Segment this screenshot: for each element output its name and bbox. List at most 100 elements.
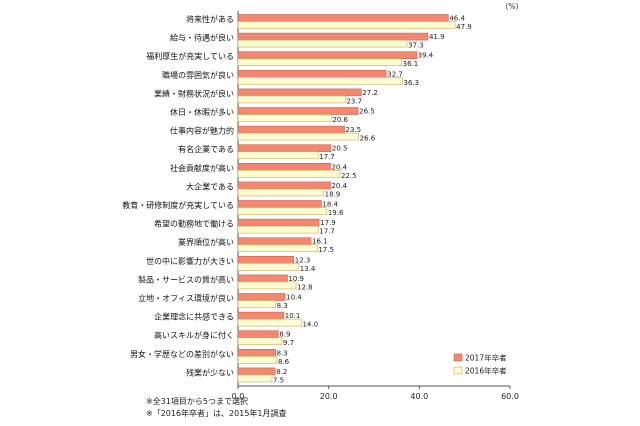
- value-label-2016: 9.7: [283, 339, 294, 347]
- x-tick-label: 20.0: [320, 392, 338, 401]
- category-label: 社会貢献度が高い: [170, 163, 234, 173]
- value-label-2017: 46.4: [449, 15, 465, 23]
- footnote-2: ※「2016年卒者」は、2015年1月調査: [146, 409, 287, 418]
- bar-2016: [237, 21, 456, 29]
- value-label-2017: 16.1: [312, 238, 328, 246]
- category-label: 休日・休暇が多い: [170, 107, 234, 117]
- x-tick-label: 60.0: [501, 392, 519, 401]
- bar-2016: [237, 95, 346, 104]
- value-label-2017: 8.2: [276, 368, 287, 376]
- legend-label: 2017年卒者: [465, 353, 507, 363]
- bar-2016: [237, 374, 273, 383]
- value-label-2017: 10.1: [285, 312, 301, 320]
- value-label-2016: 7.5: [273, 376, 284, 384]
- bar-2017: [237, 237, 312, 245]
- value-label-2017: 17.9: [320, 219, 336, 227]
- category-label: 男女・学歴などの差別がない: [130, 349, 234, 359]
- value-label-2017: 12.3: [295, 256, 311, 264]
- value-label-2016: 20.6: [332, 116, 348, 124]
- value-label-2017: 20.4: [331, 182, 347, 190]
- value-label-2016: 12.8: [297, 283, 313, 291]
- value-label-2017: 8.9: [279, 331, 290, 339]
- bar-2016: [237, 207, 328, 215]
- bar-2016: [237, 281, 297, 290]
- bar-2017: [237, 274, 288, 283]
- value-label-2017: 27.2: [362, 89, 378, 97]
- bar-2016: [237, 355, 278, 364]
- bar-2016: [237, 244, 318, 252]
- bar-2017: [237, 163, 331, 171]
- bar-2017: [237, 144, 332, 152]
- bar-2017: [237, 88, 362, 97]
- bar-2017: [237, 125, 345, 134]
- category-label: 将来性がある: [186, 14, 234, 24]
- value-label-2016: 8.6: [278, 358, 290, 366]
- value-label-2017: 10.9: [288, 275, 304, 283]
- bar-2016: [237, 170, 341, 178]
- bar-2016: [237, 300, 276, 308]
- bar-2017: [237, 51, 417, 60]
- unit-label: (%): [506, 2, 519, 11]
- bar-2017: [237, 293, 286, 301]
- bar-2017: [237, 70, 387, 78]
- category-label: 製品・サービスの質が高い: [138, 274, 234, 284]
- value-label-2017: 20.5: [332, 145, 348, 153]
- category-label: 立地・オフィス環境が良い: [138, 293, 234, 303]
- value-label-2016: 36.3: [404, 79, 420, 87]
- value-label-2017: 18.4: [322, 201, 338, 209]
- category-label: 業界順位が高い: [178, 237, 234, 247]
- legend-swatch: [453, 353, 463, 362]
- value-label-2016: 13.4: [300, 265, 316, 273]
- bar-2017: [237, 330, 279, 339]
- category-label: 給与・待遇が良い: [170, 33, 234, 43]
- value-label-2017: 10.4: [286, 294, 302, 302]
- bar-2016: [237, 337, 283, 346]
- category-label: 仕事内容が魅力的: [170, 126, 234, 136]
- bar-2016: [237, 225, 319, 234]
- bar-2016: [237, 132, 359, 141]
- bar-2016: [237, 188, 324, 197]
- bar-2017: [237, 367, 276, 376]
- category-label: 世の中に影響力が大きい: [146, 256, 234, 266]
- category-label: 企業理念に共感できる: [154, 312, 234, 322]
- value-label-2016: 26.6: [360, 135, 376, 143]
- value-label-2017: 8.3: [277, 349, 288, 357]
- category-label: 希望の勤務地で働ける: [154, 219, 234, 229]
- value-label-2017: 23.5: [346, 126, 362, 134]
- bar-2017: [237, 32, 429, 41]
- value-label-2016: 47.9: [456, 23, 472, 31]
- legend-swatch: [453, 366, 463, 375]
- bar-2017: [237, 107, 359, 115]
- x-tick-label: 0.0: [232, 392, 245, 401]
- bar-2016: [237, 58, 402, 67]
- value-label-2016: 37.3: [408, 42, 424, 50]
- value-label-2016: 22.5: [341, 172, 357, 180]
- bar-2016: [237, 39, 408, 48]
- category-label: 有名企業である: [178, 144, 234, 154]
- value-label-2017: 41.9: [429, 33, 445, 41]
- category-label: 業績・財務状況が良い: [154, 88, 234, 98]
- bar-2016: [237, 114, 332, 122]
- value-label-2017: 39.4: [418, 52, 434, 60]
- category-label: 高いスキルが身に付く: [154, 330, 234, 340]
- value-label-2016: 23.7: [346, 97, 362, 105]
- category-label: 大企業である: [186, 181, 234, 191]
- legend-label: 2016年卒者: [465, 366, 507, 376]
- bar-2017: [237, 348, 276, 357]
- value-label-2016: 17.7: [319, 153, 335, 161]
- bar-2016: [237, 151, 319, 159]
- value-label-2016: 8.3: [277, 302, 288, 310]
- bar-2016: [237, 262, 300, 271]
- bar-2016: [237, 77, 403, 85]
- bar-2017: [237, 255, 295, 264]
- value-label-2016: 17.7: [319, 228, 335, 236]
- value-label-2016: 36.1: [403, 60, 419, 68]
- value-label-2017: 20.4: [331, 163, 347, 171]
- bar-2016: [237, 318, 302, 327]
- bar-2017: [237, 200, 322, 208]
- category-label: 教育・研修制度が充実している: [122, 200, 234, 210]
- value-label-2017: 26.5: [359, 108, 375, 116]
- category-label: 福利厚生が充実している: [146, 51, 234, 61]
- bar-2017: [237, 181, 331, 190]
